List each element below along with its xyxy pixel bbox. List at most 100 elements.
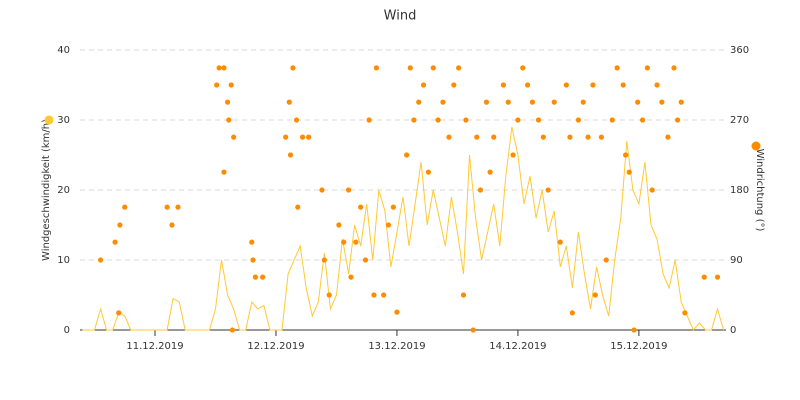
wind-direction-point <box>306 134 312 140</box>
wind-direction-point <box>381 292 387 298</box>
x-tick-label: 15.12.2019 <box>610 341 667 352</box>
wind-direction-point <box>598 134 604 140</box>
wind-direction-point <box>286 99 292 105</box>
wind-direction-point <box>557 239 563 245</box>
wind-direction-point <box>385 222 392 228</box>
wind-direction-point <box>456 65 462 71</box>
wind-direction-point <box>404 152 410 158</box>
wind-direction-point <box>345 187 352 193</box>
wind-direction-point <box>229 327 236 333</box>
wind-direction-point <box>500 82 507 88</box>
wind-direction-point <box>649 187 655 193</box>
legend-marker <box>751 141 761 151</box>
wind-direction-point <box>592 292 598 298</box>
wind-direction-point <box>474 134 480 140</box>
wind-direction-point <box>221 169 227 175</box>
wind-direction-point <box>590 82 596 88</box>
wind-direction-point <box>216 65 222 71</box>
wind-direction-point <box>563 82 569 88</box>
wind-direction-point <box>287 152 294 158</box>
wind-direction-point <box>580 99 586 105</box>
wind-direction-point <box>477 187 484 193</box>
wind-direction-point <box>659 99 665 105</box>
wind-direction-point <box>366 117 372 123</box>
wind-direction-point <box>483 99 490 105</box>
y2-tick-label: 0 <box>730 325 736 336</box>
wind-direction-point <box>622 152 629 158</box>
wind-direction-point <box>510 152 516 158</box>
x-tick-label: 11.12.2019 <box>126 341 183 352</box>
wind-direction-point <box>293 117 300 123</box>
wind-direction-point <box>525 82 531 88</box>
wind-direction-point <box>326 292 332 298</box>
wind-direction-point <box>631 327 637 333</box>
wind-direction-point <box>411 117 417 123</box>
wind-direction-point <box>644 65 650 71</box>
wind-direction-point <box>231 134 237 140</box>
wind-direction-point <box>226 117 232 123</box>
y2-tick-label: 180 <box>730 185 749 196</box>
wind-direction-point <box>460 292 467 298</box>
wind-direction-point <box>169 222 175 228</box>
wind-direction-point <box>567 134 573 140</box>
wind-direction-point <box>614 65 620 71</box>
wind-direction-point <box>545 187 551 193</box>
wind-direction-point <box>682 310 688 316</box>
wind-direction-point <box>635 99 641 105</box>
wind-direction-point <box>358 204 364 210</box>
y-tick-label: 10 <box>57 255 70 266</box>
wind-direction-point <box>164 204 170 210</box>
wind-direction-point <box>390 204 396 210</box>
wind-direction-point <box>463 117 469 123</box>
wind-direction-point <box>529 99 536 105</box>
wind-direction-point <box>116 310 122 316</box>
wind-direction-point <box>97 257 104 263</box>
x-tick-label: 14.12.2019 <box>489 341 546 352</box>
wind-speed-line <box>82 126 725 331</box>
wind-direction-point <box>620 82 626 88</box>
y-tick-label: 0 <box>64 325 70 336</box>
wind-direction-point <box>603 257 609 263</box>
y2-tick-label: 360 <box>730 45 749 56</box>
wind-direction-point <box>585 134 591 140</box>
wind-direction-point <box>701 274 707 280</box>
wind-direction-point <box>678 99 684 105</box>
wind-direction-point <box>321 257 327 263</box>
wind-direction-point <box>122 204 128 210</box>
x-tick-label: 12.12.2019 <box>247 341 304 352</box>
wind-direction-point <box>487 169 493 175</box>
wind-direction-point <box>440 99 446 105</box>
wind-direction-point <box>299 134 306 140</box>
wind-direction-point <box>362 257 369 263</box>
wind-direction-point <box>446 134 452 140</box>
wind-direction-point <box>654 82 660 88</box>
wind-direction-point <box>671 65 677 71</box>
wind-direction-point <box>290 65 296 71</box>
wind-direction-point <box>224 99 231 105</box>
wind-direction-point <box>319 187 325 193</box>
wind-direction-point <box>451 82 457 88</box>
wind-direction-point <box>371 292 377 298</box>
wind-direction-point <box>535 117 542 123</box>
wind-direction-point <box>714 274 721 280</box>
wind-direction-point <box>353 239 359 245</box>
wind-direction-point <box>221 65 227 71</box>
wind-direction-point <box>639 117 646 123</box>
wind-direction-point <box>407 65 413 71</box>
wind-direction-point <box>430 65 436 71</box>
wind-direction-point <box>626 169 632 175</box>
wind-direction-point <box>336 222 342 228</box>
wind-direction-point <box>540 134 546 140</box>
chart-title: Wind <box>384 9 417 24</box>
y-tick-label: 30 <box>57 115 70 126</box>
y2-tick-label: 90 <box>730 255 743 266</box>
wind-direction-point <box>394 309 400 315</box>
axis-title: Windrichtung (°) <box>754 149 765 232</box>
wind-direction-point <box>575 117 582 123</box>
wind-direction-point <box>551 99 557 105</box>
wind-direction-point <box>252 274 259 280</box>
wind-direction-point <box>214 82 220 88</box>
wind-direction-point <box>373 65 379 71</box>
wind-direction-point <box>260 274 266 280</box>
